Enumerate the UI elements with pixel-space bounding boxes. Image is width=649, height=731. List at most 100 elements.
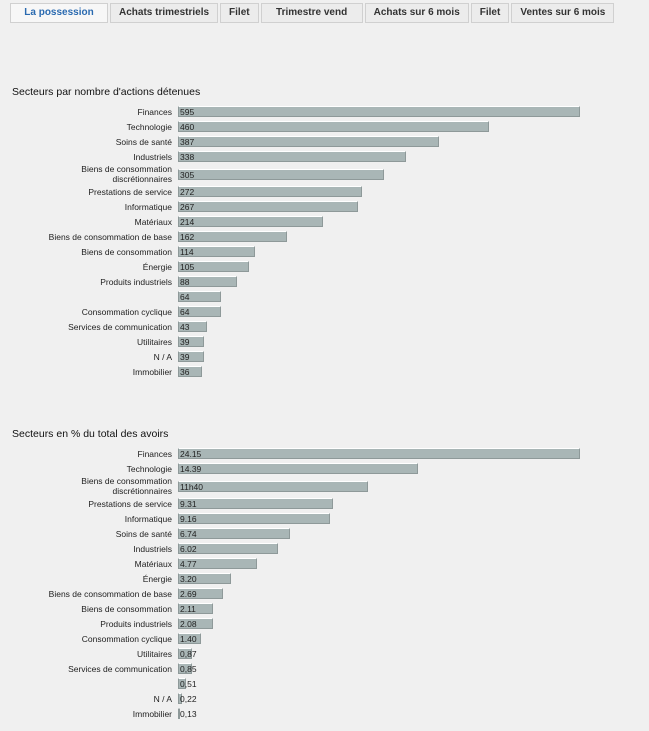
bar-row: 64 (0, 289, 580, 304)
tab[interactable]: La possession (10, 3, 108, 23)
bar-row: Services de communication 0,85 (0, 661, 580, 676)
bar: 43 (178, 321, 208, 332)
category-label: Matériaux (134, 558, 172, 569)
value-label: 0,87 (180, 649, 197, 659)
tab[interactable]: Filet (470, 3, 510, 23)
bar: 595 (178, 106, 580, 117)
bar-row: Immobilier 36 (0, 364, 580, 379)
bar-row: Utilitaires 39 (0, 334, 580, 349)
bar-row: Industriels 338 (0, 149, 580, 164)
bar: 36 (178, 366, 203, 377)
value-label: 0,85 (180, 664, 197, 674)
tab[interactable]: Ventes sur 6 mois (511, 3, 615, 23)
value-label: 0,13 (180, 709, 197, 719)
bar-row: Prestations de service 9.31 (0, 496, 580, 511)
bar: 214 (178, 216, 323, 227)
value-label: 36 (180, 367, 190, 377)
category-label: Matériaux (134, 216, 172, 227)
bar-row: Énergie 3.20 (0, 571, 580, 586)
value-label: 105 (180, 262, 195, 272)
tab[interactable]: Filet (220, 3, 259, 23)
value-label: 9.31 (180, 499, 197, 509)
tab[interactable]: Achats trimestriels (110, 3, 219, 23)
bar-row: 0,51 (0, 676, 580, 691)
value-label: 6.02 (180, 544, 197, 554)
bar-row: Informatique 9.16 (0, 511, 580, 526)
bar: 114 (178, 246, 256, 257)
category-label: Technologie (126, 463, 172, 474)
bar-row: Finances 595 (0, 104, 580, 119)
bar-row: Biens de consommation de base 2.69 (0, 586, 580, 601)
category-label: Informatique (124, 201, 172, 212)
value-label: 6.74 (180, 529, 197, 539)
category-label: Services de communication (68, 663, 172, 674)
bar-row: Technologie 14.39 (0, 461, 580, 476)
category-label: Produits industriels (100, 618, 172, 629)
bar-row: Technologie 460 (0, 119, 580, 134)
category-label: Biens de consommation de base (48, 588, 172, 599)
value-label: 24.15 (180, 449, 202, 459)
bar-row: Prestations de service 272 (0, 184, 580, 199)
category-label: Biens de consommation de base (48, 231, 172, 242)
value-label: 162 (180, 232, 195, 242)
chart-title: Secteurs en % du total des avoirs (12, 428, 169, 440)
category-label: Biens de consommation discrétionnaires (81, 476, 172, 496)
category-label: Biens de consommation (81, 603, 172, 614)
category-label: Consommation cyclique (81, 633, 172, 644)
value-label: 64 (180, 307, 190, 317)
bar-row: Informatique 267 (0, 199, 580, 214)
bar: 9.31 (178, 498, 333, 509)
bar-row: Finances 24.15 (0, 446, 580, 461)
bar: 64 (178, 291, 222, 302)
bar: 1.40 (178, 633, 202, 644)
bar: 14.39 (178, 463, 418, 474)
bar: 39 (178, 351, 205, 362)
bar: 267 (178, 201, 359, 212)
bar: 6.74 (178, 528, 291, 539)
bar-row: Utilitaires 0,87 (0, 646, 580, 661)
category-label: Immobilier (132, 708, 172, 719)
bar: 39 (178, 336, 205, 347)
bar: 24.15 (178, 448, 580, 459)
value-label: 4.77 (180, 559, 197, 569)
category-label: Utilitaires (137, 648, 172, 659)
category-label: Énergie (142, 573, 172, 584)
bar: 4.77 (178, 558, 258, 569)
category-label: Prestations de service (88, 186, 172, 197)
value-label: 64 (180, 292, 190, 302)
bar: 272 (178, 186, 362, 197)
bar: 3.20 (178, 573, 232, 584)
bar-row: Biens de consommation de base 162 (0, 229, 580, 244)
category-label: Industriels (133, 543, 172, 554)
value-label: 1.40 (180, 634, 197, 644)
tab[interactable]: Achats sur 6 mois (364, 3, 469, 23)
category-label: Biens de consommation discrétionnaires (81, 164, 172, 184)
category-label: Biens de consommation (81, 246, 172, 257)
bar: 0,22 (178, 693, 197, 704)
value-label: 0,51 (180, 679, 197, 689)
chart-rows: Finances 24.15 Technologie 14.39 Biens de co… (0, 446, 580, 721)
value-label: 267 (180, 202, 195, 212)
bar: 88 (178, 276, 238, 287)
bar-row: Matériaux 214 (0, 214, 580, 229)
category-label: Produits industriels (100, 276, 172, 287)
category-label: Immobilier (132, 366, 172, 377)
bar-row: Biens de consommation 114 (0, 244, 580, 259)
category-label: Finances (137, 448, 173, 459)
value-label: 11h40 (180, 481, 204, 492)
category-label: Technologie (126, 121, 172, 132)
category-label: Soins de santé (115, 136, 172, 147)
bar: 338 (178, 151, 407, 162)
bar: 0,13 (178, 708, 197, 719)
category-label: Informatique (124, 513, 172, 524)
bar: 6.02 (178, 543, 279, 554)
tab[interactable]: Trimestre vend (260, 3, 363, 23)
bar-row: N / A 0,22 (0, 691, 580, 706)
bar-row: Immobilier 0,13 (0, 706, 580, 721)
bar: 64 (178, 306, 222, 317)
category-label: Consommation cyclique (81, 306, 172, 317)
bar-row: Consommation cyclique 1.40 (0, 631, 580, 646)
bar-row: N / A 39 (0, 349, 580, 364)
category-label: Services de communication (68, 321, 172, 332)
